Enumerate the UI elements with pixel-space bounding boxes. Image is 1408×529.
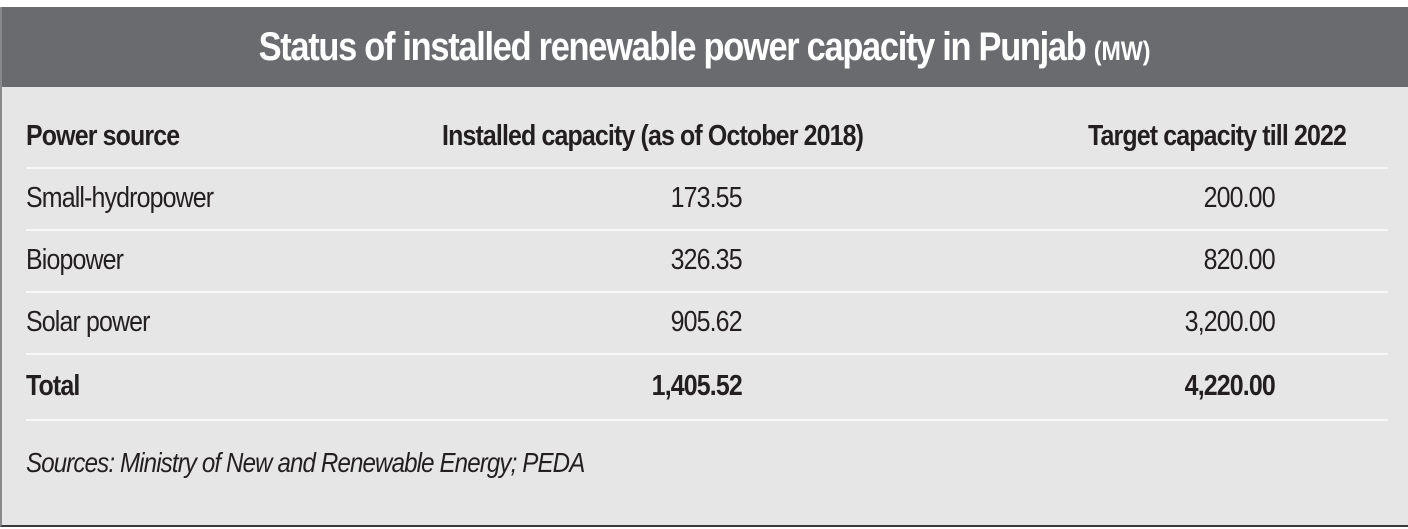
target-cell: 3,200.00 (1184, 305, 1276, 338)
total-target: 4,220.00 (1184, 369, 1276, 402)
installed-cell: 173.55 (670, 181, 743, 214)
target-cell: 820.00 (1203, 243, 1276, 276)
column-header-installed: Installed capacity (as of October 2018) (442, 119, 864, 152)
total-installed: 1,405.52 (651, 369, 743, 402)
column-header-source: Power source (26, 119, 180, 152)
source-cell: Small-hydropower (26, 181, 214, 214)
table-card: Status of installed renewable power capa… (0, 7, 1408, 527)
title-text: Status of installed renewable power capa… (259, 24, 1087, 69)
source-cell: Solar power (26, 305, 150, 338)
target-cell: 200.00 (1203, 181, 1276, 214)
sources-note: Sources: Ministry of New and Renewable E… (26, 447, 585, 478)
table-row: Biopower 326.35 820.00 (26, 229, 1388, 293)
installed-cell: 905.62 (670, 305, 743, 338)
table-title: Status of installed renewable power capa… (259, 25, 1151, 70)
installed-cell: 326.35 (670, 243, 743, 276)
table-row: Solar power 905.62 3,200.00 (26, 291, 1388, 355)
table-row: Small-hydropower 173.55 200.00 (26, 167, 1388, 231)
total-label: Total (26, 369, 80, 402)
column-header-target: Target capacity till 2022 (1087, 119, 1347, 152)
table-header-row: Power source Installed capacity (as of O… (26, 105, 1388, 169)
source-cell: Biopower (26, 243, 124, 276)
total-row: Total 1,405.52 4,220.00 (26, 353, 1388, 421)
title-bar: Status of installed renewable power capa… (2, 7, 1408, 87)
unit-label: (MW) (1094, 35, 1151, 66)
